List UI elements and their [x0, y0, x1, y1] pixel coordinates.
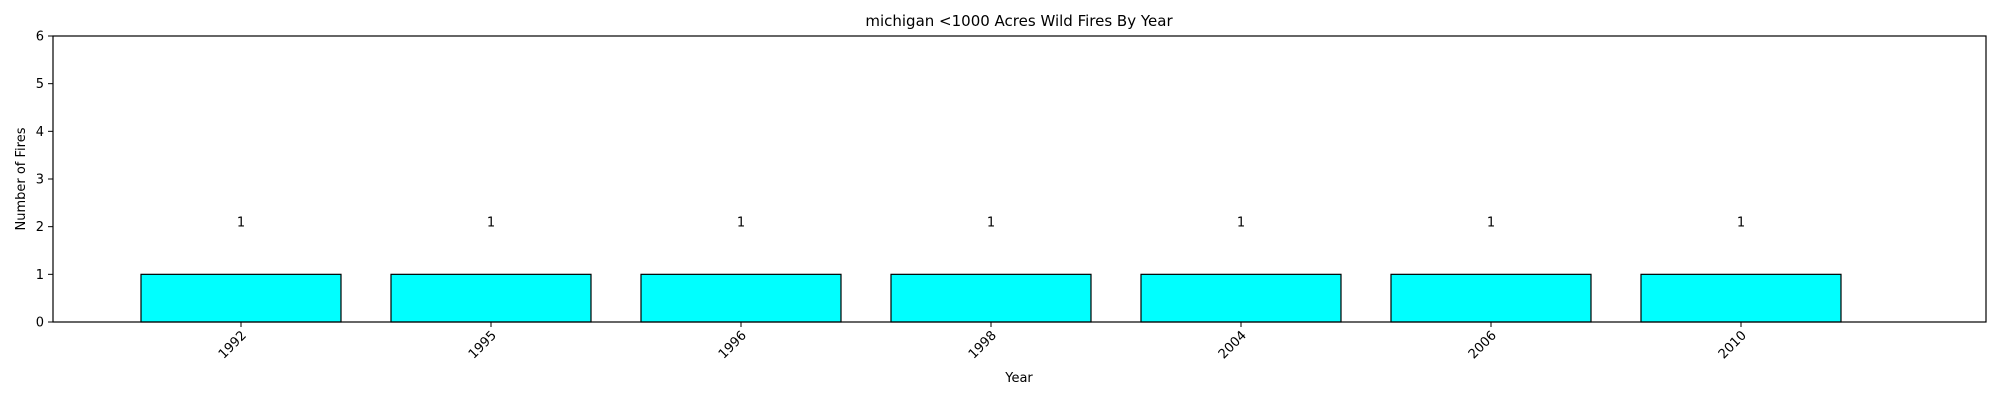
data-label: 1 — [737, 215, 745, 230]
data-label: 1 — [1737, 215, 1745, 230]
bar-1995 — [390, 273, 592, 323]
y-tick-label: 5 — [36, 77, 44, 92]
y-tick-label: 6 — [36, 30, 44, 45]
x-tick-label: 2006 — [1466, 328, 1500, 362]
x-tick-label: 1992 — [216, 328, 250, 362]
data-label: 1 — [987, 215, 995, 230]
x-axis-label: Year — [1004, 371, 1033, 386]
data-label: 1 — [1487, 215, 1495, 230]
bar-1992 — [140, 273, 342, 323]
data-label: 1 — [237, 215, 245, 230]
bar-1996 — [640, 273, 842, 323]
x-tick-label: 1998 — [966, 328, 1000, 362]
y-tick-label: 2 — [36, 220, 44, 235]
data-label: 1 — [487, 215, 495, 230]
y-tick-label: 4 — [36, 125, 44, 140]
x-tick-label: 2004 — [1216, 328, 1250, 362]
bar-2006 — [1390, 273, 1592, 323]
y-tick-label: 0 — [36, 316, 44, 331]
y-tick-label: 3 — [36, 173, 44, 188]
bar-2010 — [1640, 273, 1842, 323]
data-label: 1 — [1237, 215, 1245, 230]
x-tick-label: 2010 — [1716, 328, 1750, 362]
bar-2004 — [1140, 273, 1342, 323]
x-tick-label: 1995 — [466, 328, 500, 362]
bar-1998 — [890, 273, 1092, 323]
plot-frame — [52, 35, 1987, 323]
chart-title: michigan <1000 Acres Wild Fires By Year — [865, 12, 1173, 30]
x-tick-label: 1996 — [716, 328, 750, 362]
plot-area: 0 1 2 3 4 5 6 1992 1 1995 1 1996 1 1998 1 2004 1 2006 1 201… — [36, 30, 1842, 362]
y-axis-label: Number of Fires — [14, 127, 29, 230]
y-tick-label: 1 — [36, 268, 44, 283]
